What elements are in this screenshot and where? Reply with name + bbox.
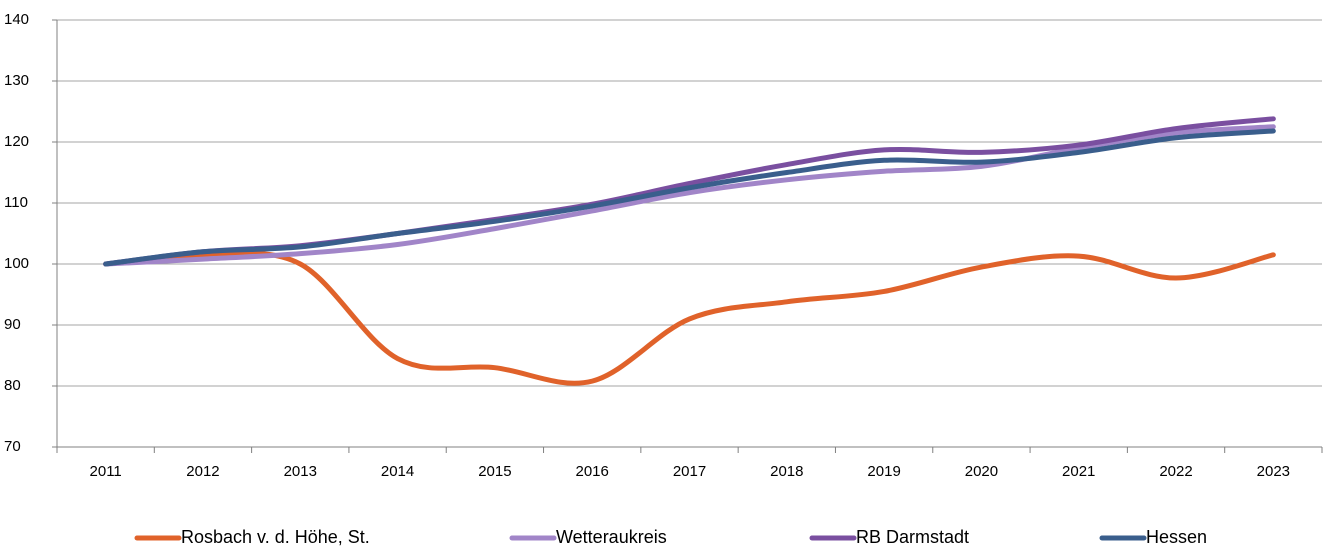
y-tick-label: 140 — [4, 11, 29, 28]
x-tick-label: 2020 — [965, 463, 998, 480]
y-tick-label: 110 — [4, 194, 28, 211]
y-tick-label: 120 — [4, 133, 29, 150]
legend-label: RB Darmstadt — [856, 527, 969, 547]
x-tick-label: 2018 — [770, 463, 803, 480]
x-tick-label: 2017 — [673, 463, 706, 480]
y-tick-label: 90 — [4, 316, 21, 333]
y-tick-label: 130 — [4, 72, 29, 89]
legend-label: Rosbach v. d. Höhe, St. — [181, 527, 370, 547]
y-tick-label: 80 — [4, 377, 21, 394]
x-tick-label: 2022 — [1159, 463, 1192, 480]
line-series — [103, 128, 1276, 267]
x-tick-label: 2012 — [186, 463, 219, 480]
line-series — [103, 124, 1276, 267]
x-tick-label: 2016 — [576, 463, 609, 480]
x-tick-label: 2015 — [478, 463, 511, 480]
x-tick-label: 2019 — [867, 463, 900, 480]
x-tick-label: 2011 — [90, 463, 122, 480]
legend-label: Wetteraukreis — [556, 527, 667, 547]
x-tick-label: 2023 — [1257, 463, 1290, 480]
x-tick-label: 2014 — [381, 463, 414, 480]
y-tick-label: 100 — [4, 255, 29, 272]
x-tick-label: 2013 — [284, 463, 317, 480]
legend-label: Hessen — [1146, 527, 1207, 547]
y-tick-label: 70 — [4, 438, 21, 455]
x-tick-label: 2021 — [1062, 463, 1095, 480]
line-series — [103, 251, 1276, 386]
